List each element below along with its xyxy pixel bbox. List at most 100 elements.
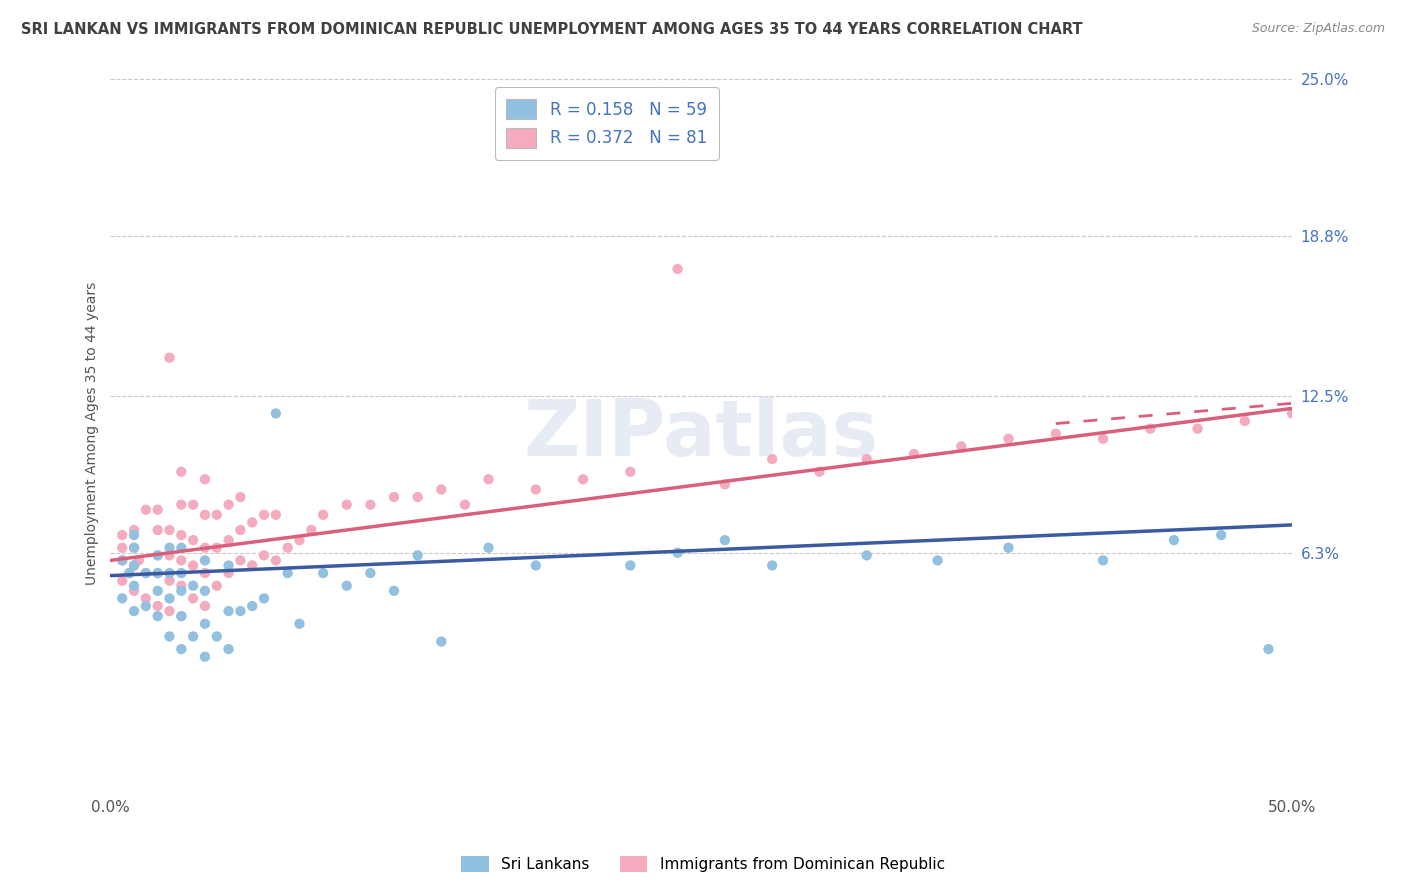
Point xyxy=(430,483,453,497)
Point xyxy=(181,533,204,548)
Point xyxy=(336,498,359,512)
Point xyxy=(122,558,145,573)
Point xyxy=(277,566,299,580)
Point xyxy=(170,609,193,624)
Point xyxy=(855,549,877,563)
Point xyxy=(240,599,263,613)
Point xyxy=(1163,533,1185,548)
Point xyxy=(218,642,240,657)
Legend: Sri Lankans, Immigrants from Dominican Republic: Sri Lankans, Immigrants from Dominican R… xyxy=(454,848,952,880)
Point xyxy=(146,566,169,580)
Point xyxy=(572,472,595,486)
Point xyxy=(159,523,181,537)
Point xyxy=(264,553,287,567)
Point xyxy=(997,432,1019,446)
Point xyxy=(1092,432,1115,446)
Point xyxy=(430,634,453,648)
Point xyxy=(159,591,181,606)
Point xyxy=(1233,414,1256,428)
Point xyxy=(170,553,193,567)
Point xyxy=(277,541,299,555)
Y-axis label: Unemployment Among Ages 35 to 44 years: Unemployment Among Ages 35 to 44 years xyxy=(86,282,100,585)
Point xyxy=(666,546,689,560)
Point xyxy=(205,579,228,593)
Point xyxy=(170,566,193,580)
Point xyxy=(159,604,181,618)
Point xyxy=(170,579,193,593)
Point xyxy=(194,649,217,664)
Point xyxy=(218,533,240,548)
Point xyxy=(312,508,335,522)
Point xyxy=(406,549,429,563)
Point xyxy=(122,579,145,593)
Point xyxy=(194,599,217,613)
Point xyxy=(359,566,381,580)
Point xyxy=(950,439,973,453)
Point xyxy=(1092,553,1115,567)
Point xyxy=(288,533,311,548)
Point xyxy=(118,566,141,580)
Point xyxy=(205,508,228,522)
Point xyxy=(524,483,547,497)
Text: SRI LANKAN VS IMMIGRANTS FROM DOMINICAN REPUBLIC UNEMPLOYMENT AMONG AGES 35 TO 4: SRI LANKAN VS IMMIGRANTS FROM DOMINICAN … xyxy=(21,22,1083,37)
Point xyxy=(927,553,949,567)
Point xyxy=(761,452,783,467)
Point xyxy=(122,604,145,618)
Point xyxy=(288,616,311,631)
Point xyxy=(619,465,641,479)
Point xyxy=(146,523,169,537)
Point xyxy=(1257,642,1279,657)
Point xyxy=(205,541,228,555)
Point xyxy=(122,541,145,555)
Point xyxy=(135,599,157,613)
Point xyxy=(253,549,276,563)
Point xyxy=(111,541,134,555)
Point xyxy=(122,541,145,555)
Point xyxy=(194,553,217,567)
Point xyxy=(218,566,240,580)
Point xyxy=(1045,426,1067,441)
Point xyxy=(146,599,169,613)
Point xyxy=(159,566,181,580)
Point xyxy=(714,533,737,548)
Point xyxy=(264,407,287,421)
Point xyxy=(336,579,359,593)
Point xyxy=(135,566,157,580)
Point xyxy=(170,528,193,542)
Point xyxy=(146,549,169,563)
Point xyxy=(454,498,477,512)
Text: ZIPatlas: ZIPatlas xyxy=(524,396,879,472)
Point xyxy=(159,549,181,563)
Point xyxy=(170,465,193,479)
Point xyxy=(229,553,252,567)
Point xyxy=(181,591,204,606)
Point xyxy=(1211,528,1233,542)
Point xyxy=(524,558,547,573)
Point xyxy=(181,629,204,643)
Point xyxy=(572,143,595,157)
Point xyxy=(146,566,169,580)
Point xyxy=(1281,407,1303,421)
Point xyxy=(111,528,134,542)
Point xyxy=(1187,422,1209,436)
Point xyxy=(159,541,181,555)
Point xyxy=(170,583,193,598)
Point xyxy=(205,629,228,643)
Point xyxy=(229,490,252,504)
Point xyxy=(146,583,169,598)
Point xyxy=(118,566,141,580)
Point xyxy=(194,472,217,486)
Point xyxy=(111,574,134,588)
Point xyxy=(218,558,240,573)
Point xyxy=(122,558,145,573)
Point xyxy=(170,609,193,624)
Legend: R = 0.158   N = 59, R = 0.372   N = 81: R = 0.158 N = 59, R = 0.372 N = 81 xyxy=(495,87,718,160)
Point xyxy=(229,523,252,537)
Point xyxy=(170,541,193,555)
Point xyxy=(194,508,217,522)
Point xyxy=(240,516,263,530)
Point xyxy=(194,566,217,580)
Point xyxy=(170,498,193,512)
Point xyxy=(253,591,276,606)
Text: Source: ZipAtlas.com: Source: ZipAtlas.com xyxy=(1251,22,1385,36)
